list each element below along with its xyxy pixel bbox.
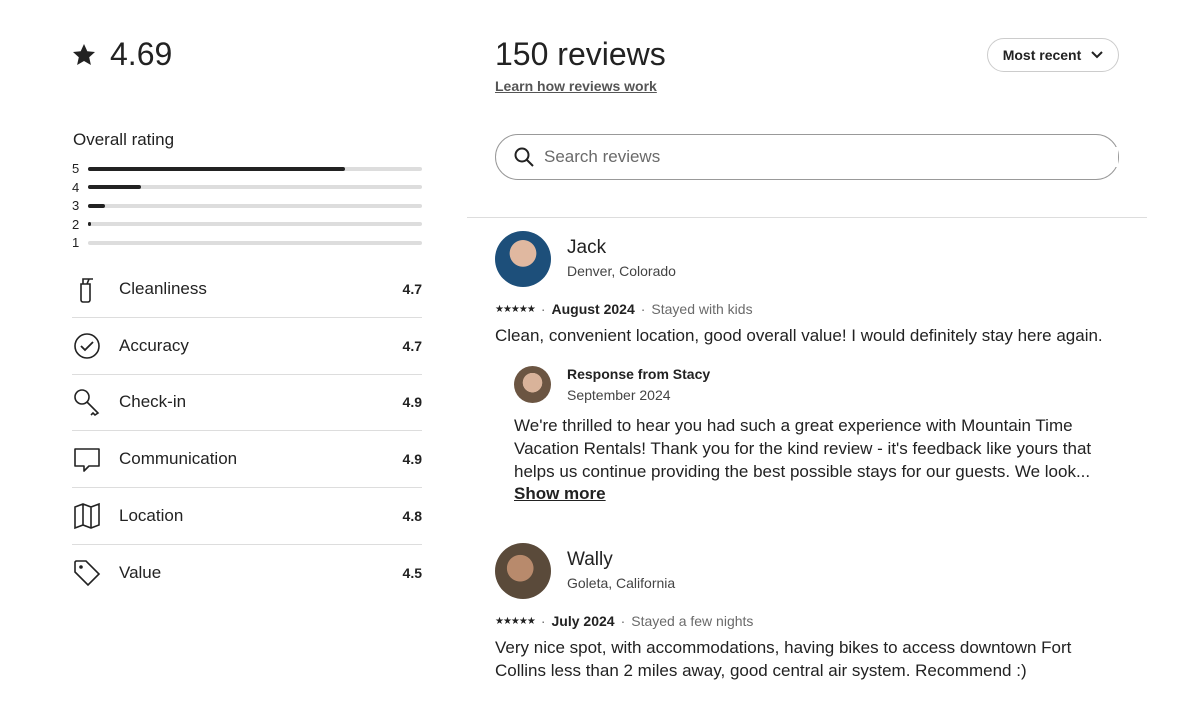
overall-rating-label: Overall rating	[73, 130, 175, 149]
bar-label: 4	[72, 179, 80, 195]
map-icon	[72, 501, 102, 531]
reviewer-name: Wally	[567, 549, 613, 570]
reviewer-location: Denver, Colorado	[567, 263, 676, 279]
category-score: 4.8	[402, 507, 422, 524]
review-meta: ★★★★★ · July 2024 · Stayed a few nights	[495, 613, 754, 629]
category-label: Value	[119, 563, 162, 582]
chevron-down-icon	[1091, 51, 1103, 59]
rating-bar-2: 2	[72, 217, 422, 232]
category-score: 4.7	[402, 337, 422, 354]
bar-fill	[88, 222, 92, 226]
bar-label: 5	[72, 161, 80, 176]
bar-track	[88, 203, 422, 208]
rating-bar-1: 1	[72, 235, 422, 250]
category-score: 4.9	[402, 451, 422, 468]
search-icon	[514, 147, 534, 167]
bar-label: 2	[72, 216, 80, 232]
reviewer-name: Jack	[567, 237, 607, 258]
review-date: July 2024	[551, 613, 615, 629]
divider	[467, 217, 1147, 218]
bar-track	[88, 166, 422, 171]
bar-fill	[88, 203, 105, 208]
spray-bottle-icon	[72, 274, 102, 304]
reviews-count-title: 150 reviews	[495, 36, 666, 72]
category-cleanliness: Cleanliness 4.7	[72, 261, 422, 318]
rating-bar-3: 3	[72, 198, 422, 213]
chat-bubble-icon	[72, 444, 102, 474]
bar-label: 3	[72, 198, 80, 213]
rating-value: 4.69	[110, 36, 173, 72]
stay-type: Stayed with kids	[651, 301, 753, 317]
stay-type: Stayed a few nights	[631, 613, 754, 629]
bar-track	[88, 240, 422, 245]
learn-how-reviews-work-link[interactable]: Learn how reviews work	[495, 78, 657, 94]
show-more-link[interactable]: Show more	[514, 484, 606, 503]
response-title: Response from Stacy	[567, 366, 711, 382]
category-check-in: Check-in 4.9	[72, 374, 422, 432]
reviewer-avatar[interactable]	[495, 231, 551, 287]
host-avatar	[514, 366, 551, 403]
category-score: 4.9	[402, 394, 422, 411]
reviewer-location: Goleta, California	[567, 575, 676, 591]
bar-label: 1	[72, 235, 80, 250]
search-reviews-field[interactable]	[495, 134, 1119, 180]
star-icon	[73, 43, 95, 65]
response-date: September 2024	[567, 387, 671, 403]
category-label: Check-in	[119, 392, 187, 412]
key-icon	[72, 387, 102, 417]
category-score: 4.7	[402, 281, 422, 297]
category-location: Location 4.8	[72, 488, 422, 545]
tag-icon	[72, 558, 102, 588]
rating-bar-5: 5	[72, 161, 422, 176]
review-meta: ★★★★★ · August 2024 · Stayed with kids	[495, 301, 753, 317]
sort-label: Most recent	[1002, 47, 1082, 63]
category-communication: Communication 4.9	[72, 431, 422, 489]
search-input[interactable]	[544, 147, 1118, 167]
category-score: 4.5	[402, 565, 422, 581]
rating-bar-4: 4	[72, 180, 422, 195]
bar-track	[88, 185, 422, 189]
category-value: Value 4.5	[72, 545, 422, 602]
sort-dropdown[interactable]: Most recent	[987, 38, 1119, 72]
category-label: Accuracy	[119, 335, 189, 355]
review-date: August 2024	[551, 301, 635, 317]
overall-rating: 4.69	[72, 36, 172, 73]
category-label: Location	[119, 505, 184, 525]
category-label: Communication	[119, 449, 238, 469]
response-text: We're thrilled to hear you had such a gr…	[514, 416, 1092, 481]
stars-icon: ★★★★★	[495, 303, 536, 315]
bar-fill	[88, 166, 346, 171]
check-circle-icon	[72, 331, 102, 361]
review-text: Very nice spot, with accommodations, hav…	[495, 638, 1072, 680]
category-label: Cleanliness	[119, 279, 207, 298]
review-text: Clean, convenient location, good overall…	[495, 326, 1103, 345]
reviewer-avatar[interactable]	[495, 543, 551, 599]
category-accuracy: Accuracy 4.7	[72, 318, 422, 375]
bar-track	[88, 222, 422, 226]
bar-fill	[88, 185, 142, 189]
stars-icon: ★★★★★	[495, 615, 536, 627]
